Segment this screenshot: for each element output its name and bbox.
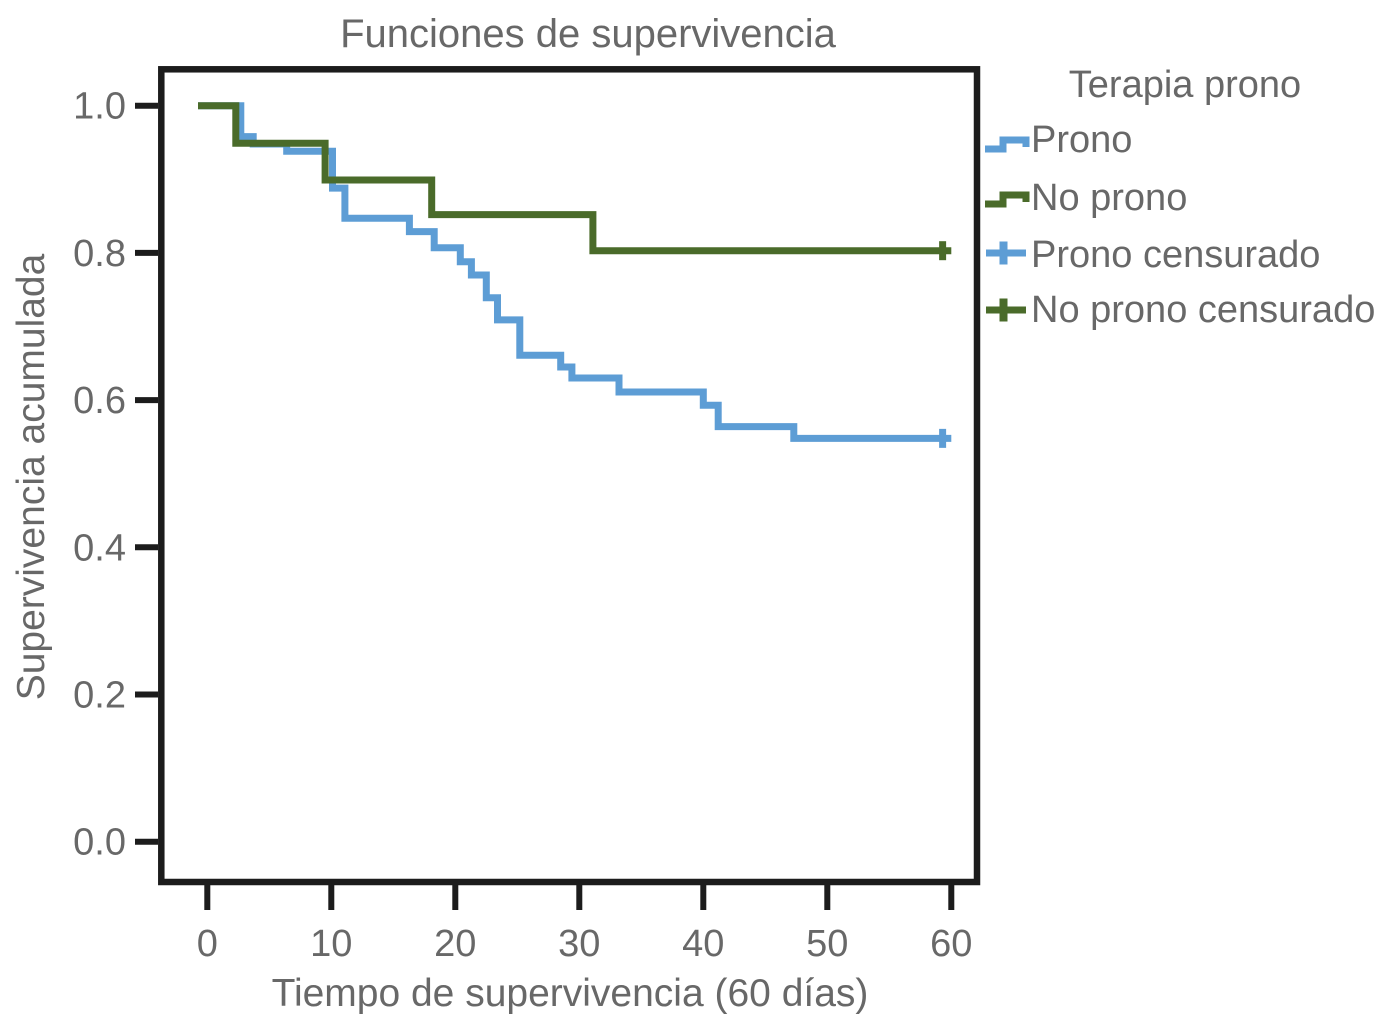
chart-title: Funciones de supervivencia bbox=[340, 12, 837, 56]
series-line-prono bbox=[198, 102, 952, 442]
legend-item-no-prono: No prono bbox=[985, 177, 1187, 219]
legend-item-prono: Prono bbox=[985, 119, 1132, 161]
legend-title: Terapia prono bbox=[1069, 64, 1301, 106]
legend-item-no-prono-censurado: No prono censurado bbox=[986, 289, 1375, 331]
x-axis-tick-label: 60 bbox=[930, 923, 972, 965]
y-axis-tick-label: 0.8 bbox=[73, 233, 126, 275]
x-axis-tick-label: 30 bbox=[558, 923, 600, 965]
x-axis-label: Tiempo de supervivencia (60 días) bbox=[272, 972, 869, 1015]
y-axis-tick-label: 0.6 bbox=[73, 380, 126, 422]
legend-item-label: Prono censurado bbox=[1031, 234, 1320, 276]
y-axis-tick-label: 1.0 bbox=[73, 86, 126, 128]
legend: Terapia prono Prono No prono Prono censura… bbox=[985, 64, 1375, 331]
legend-item-prono-censurado: Prono censurado bbox=[986, 234, 1320, 276]
x-axis-tick-label: 40 bbox=[682, 923, 724, 965]
legend-item-label: No prono bbox=[1031, 177, 1187, 219]
y-axis-tick-label: 0.4 bbox=[73, 527, 126, 569]
x-axis-tick-label: 20 bbox=[434, 923, 476, 965]
legend-step-line-icon bbox=[985, 191, 1030, 208]
plot-area-border bbox=[158, 66, 981, 886]
x-axis-ticks: 0 10 20 30 40 50 60 bbox=[197, 885, 972, 965]
legend-item-label: No prono censurado bbox=[1031, 289, 1375, 331]
legend-item-label: Prono bbox=[1031, 119, 1132, 161]
y-axis-tick-label: 0.0 bbox=[73, 822, 126, 864]
y-axis-ticks: 1.0 0.8 0.6 0.4 0.2 0.0 bbox=[73, 86, 158, 864]
series-line-no-prono bbox=[198, 102, 952, 255]
y-axis-tick-label: 0.2 bbox=[73, 675, 126, 717]
legend-items: Prono No prono Prono censurado No prono cen… bbox=[985, 119, 1375, 331]
x-axis-tick-label: 10 bbox=[310, 923, 352, 965]
series-lines bbox=[198, 102, 952, 442]
y-axis-label: Supervivencia acumulada bbox=[10, 253, 53, 700]
x-axis-tick-label: 50 bbox=[806, 923, 848, 965]
legend-step-line-icon bbox=[985, 136, 1030, 153]
x-axis-tick-label: 0 bbox=[197, 923, 218, 965]
